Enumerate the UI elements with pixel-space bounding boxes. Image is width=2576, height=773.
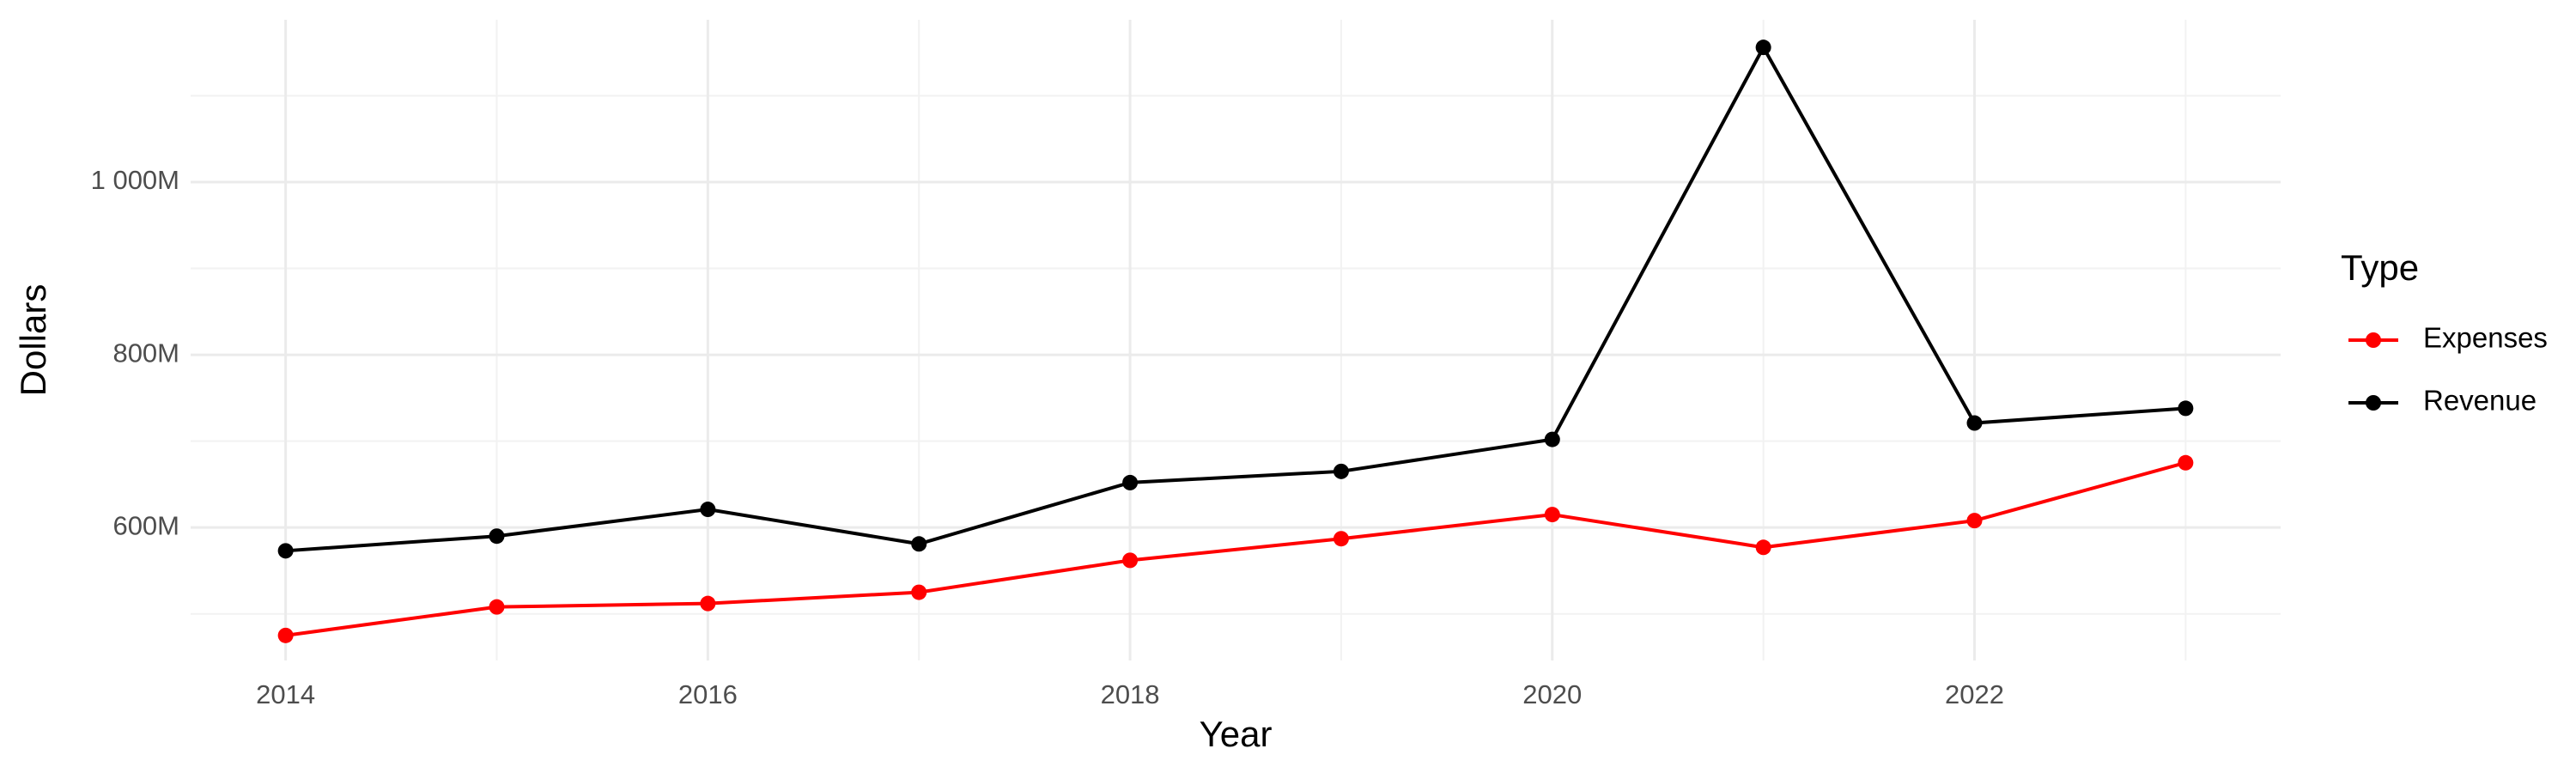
data-point: [911, 584, 927, 600]
data-point: [489, 528, 505, 545]
data-point: [1333, 463, 1349, 479]
data-point: [1544, 431, 1560, 447]
data-point: [1755, 40, 1771, 56]
legend-key-point: [2366, 332, 2381, 348]
data-point: [2178, 400, 2194, 417]
series-line: [285, 44, 2186, 553]
y-axis-title: Dollars: [13, 284, 53, 397]
legend-label: Revenue: [2423, 385, 2537, 417]
data-point: [1755, 539, 1771, 556]
y-tick-label: 800M: [112, 338, 179, 368]
data-point: [2178, 454, 2194, 471]
plot: [277, 40, 2194, 643]
data-point: [911, 536, 927, 552]
x-tick-label: 2018: [1101, 679, 1160, 709]
data-point: [700, 502, 716, 518]
x-tick-label: 2020: [1522, 679, 1582, 709]
data-point: [1122, 552, 1139, 569]
legend-key-point: [2366, 395, 2381, 411]
series-line: [285, 460, 2186, 637]
x-tick-label: 2016: [678, 679, 738, 709]
data-point: [700, 595, 716, 612]
data-point: [489, 599, 505, 615]
data-point: [1333, 531, 1349, 547]
x-tick-label: 2022: [1945, 679, 2004, 709]
legend-label: Expenses: [2423, 322, 2548, 354]
data-point: [1966, 513, 1983, 529]
data-point: [1122, 474, 1139, 490]
data-point: [277, 627, 294, 643]
legend-title: Type: [2341, 247, 2419, 288]
y-tick-label: 600M: [112, 510, 179, 540]
data-point: [277, 543, 294, 559]
x-tick-label: 2014: [256, 679, 315, 709]
data-point: [1544, 507, 1560, 523]
y-tick-label: 1 000M: [91, 165, 179, 195]
x-axis-title: Year: [1200, 714, 1273, 754]
data-point: [1966, 415, 1983, 431]
grid: [191, 20, 2281, 660]
